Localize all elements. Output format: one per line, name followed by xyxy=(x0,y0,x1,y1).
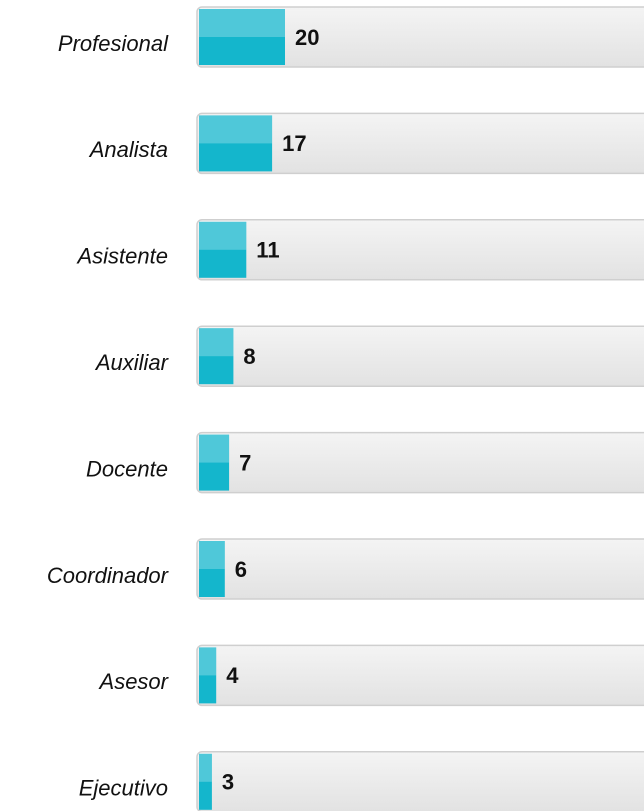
bar-highlight xyxy=(199,434,230,463)
value-label: 17 xyxy=(282,131,306,156)
value-label: 4 xyxy=(226,663,239,688)
value-label: 6 xyxy=(235,557,247,582)
track xyxy=(196,219,644,281)
value-label: 3 xyxy=(222,770,234,795)
bar-highlight xyxy=(199,9,285,37)
bar-highlight xyxy=(199,115,273,144)
category-label: Profesional xyxy=(58,31,169,56)
bar xyxy=(199,221,247,278)
bar-highlight xyxy=(199,647,217,676)
bar xyxy=(199,115,273,172)
category-label: Ejecutivo xyxy=(79,776,168,801)
bar xyxy=(199,753,212,810)
bar-highlight xyxy=(199,541,225,569)
value-label: 11 xyxy=(256,238,279,263)
bar-highlight xyxy=(199,328,234,357)
category-label: Asistente xyxy=(76,244,169,269)
track xyxy=(196,6,644,68)
bar xyxy=(199,434,230,491)
category-label: Auxiliar xyxy=(94,350,170,375)
category-label: Analista xyxy=(88,137,168,162)
bar xyxy=(199,9,285,65)
bar xyxy=(199,541,225,597)
bar-highlight xyxy=(199,753,212,782)
bar xyxy=(199,647,217,704)
track xyxy=(196,644,644,707)
bar xyxy=(199,328,234,385)
track xyxy=(196,751,644,811)
bar-highlight xyxy=(199,221,247,250)
value-label: 7 xyxy=(239,450,251,475)
value-label: 20 xyxy=(295,25,319,50)
value-label: 8 xyxy=(243,344,255,369)
category-label: Coordinador xyxy=(47,563,170,588)
track xyxy=(196,431,644,494)
category-label: Asesor xyxy=(98,669,170,694)
track xyxy=(196,325,644,387)
category-label: Docente xyxy=(86,456,168,481)
track xyxy=(196,112,644,175)
track xyxy=(196,538,644,600)
